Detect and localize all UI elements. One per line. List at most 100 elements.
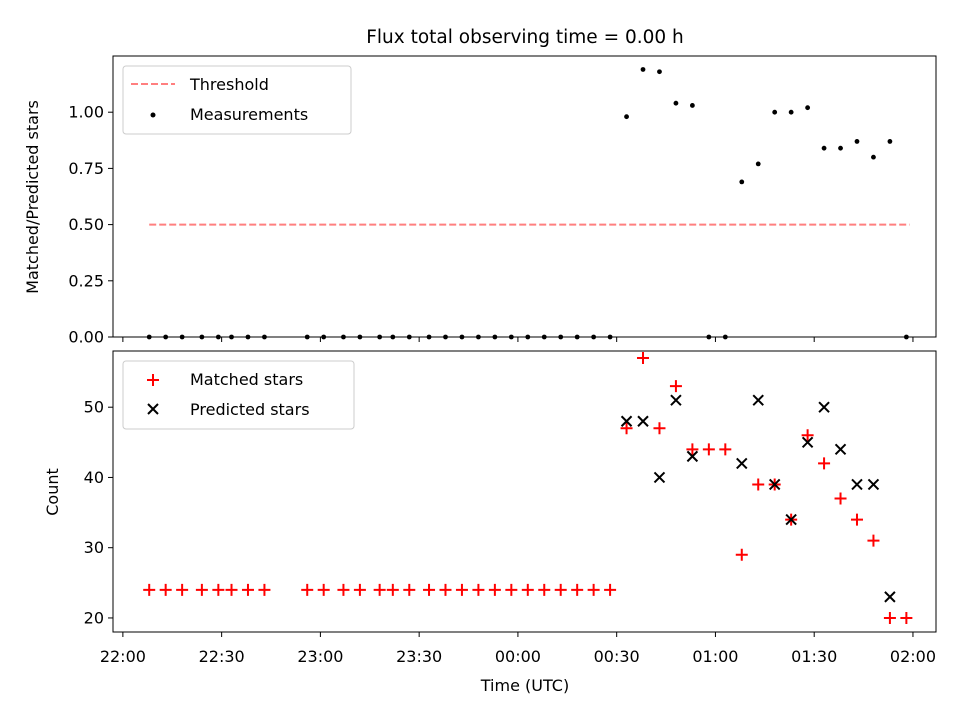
top-panel: 0.00 0.25 0.50 0.75 1.00 Matched/Predicted s… bbox=[23, 55, 937, 347]
bottom-y-tick-label: 40 bbox=[84, 468, 104, 487]
x-tick-label: 01:30 bbox=[791, 647, 837, 666]
top-y-tick-label: 1.00 bbox=[68, 103, 104, 122]
matched-star-point bbox=[867, 534, 880, 547]
measurement-point bbox=[215, 334, 221, 340]
matched-star-point bbox=[258, 583, 271, 596]
bottom-axes: 20 30 40 50 22:00 22:30 23:00 23:30 00:00 00:30 01… bbox=[84, 398, 936, 666]
measurement-point bbox=[476, 334, 481, 340]
measurement-point bbox=[838, 145, 843, 151]
measurement-point bbox=[357, 334, 363, 340]
x-tick-label: 01:00 bbox=[692, 647, 738, 666]
legend-threshold-label: Threshold bbox=[189, 75, 269, 94]
measurement-point bbox=[772, 109, 778, 115]
x-tick-label: 23:00 bbox=[297, 647, 343, 666]
legend-matched-swatch bbox=[147, 374, 159, 386]
measurement-point bbox=[199, 334, 205, 340]
measurement-point bbox=[390, 334, 396, 340]
matched-star-point bbox=[488, 583, 501, 596]
measurement-point bbox=[146, 334, 152, 340]
matched-star-point bbox=[801, 429, 814, 442]
top-y-tick-label: 0.00 bbox=[68, 328, 104, 347]
measurement-point bbox=[689, 103, 695, 108]
matched-star-point bbox=[834, 492, 847, 505]
measurement-point bbox=[377, 334, 383, 340]
matched-star-point bbox=[719, 443, 732, 456]
top-marks bbox=[146, 67, 910, 340]
measurement-point bbox=[558, 334, 564, 340]
measurement-point bbox=[591, 334, 597, 340]
x-tick-label: 02:00 bbox=[890, 647, 936, 666]
bottom-y-tick-label: 20 bbox=[84, 608, 104, 627]
predicted-star-point bbox=[686, 450, 699, 463]
matched-star-point bbox=[423, 583, 436, 596]
matched-star-point bbox=[386, 583, 399, 596]
x-tick-label: 22:00 bbox=[100, 647, 146, 666]
measurement-point bbox=[755, 161, 761, 167]
top-y-tick-label: 0.50 bbox=[68, 215, 104, 234]
matched-star-point bbox=[521, 583, 534, 596]
matched-star-point bbox=[620, 422, 633, 435]
predicted-star-point bbox=[884, 591, 896, 603]
matched-star-point bbox=[212, 583, 225, 596]
predicted-star-point bbox=[653, 471, 666, 484]
matched-star-point bbox=[686, 443, 699, 456]
top-legend: Threshold Measurements bbox=[122, 65, 352, 135]
measurement-point bbox=[871, 154, 876, 160]
measurement-point bbox=[624, 114, 629, 120]
matched-star-point bbox=[653, 422, 666, 435]
matched-star-point bbox=[604, 583, 617, 596]
predicted-star-point bbox=[752, 394, 764, 406]
measurement-point bbox=[607, 334, 613, 340]
matched-star-point bbox=[225, 583, 238, 596]
measurement-point bbox=[163, 334, 169, 340]
matched-star-point bbox=[587, 583, 600, 596]
matched-star-point bbox=[702, 443, 715, 456]
measurement-point bbox=[262, 334, 267, 340]
predicted-star-point bbox=[818, 401, 830, 413]
matched-star-point bbox=[439, 583, 452, 596]
measurement-point bbox=[574, 334, 580, 340]
predicted-star-point bbox=[768, 478, 781, 491]
measurement-point bbox=[245, 334, 251, 340]
measurement-point bbox=[406, 334, 412, 340]
measurement-point bbox=[229, 334, 234, 340]
matched-star-point bbox=[353, 583, 366, 596]
measurement-point bbox=[541, 334, 547, 340]
legend-predicted-label: Predicted stars bbox=[190, 400, 310, 419]
x-tick-label: 23:30 bbox=[396, 647, 442, 666]
matched-star-point bbox=[241, 583, 254, 596]
top-legend-box bbox=[122, 65, 352, 135]
matched-star-point bbox=[850, 513, 863, 526]
measurement-point bbox=[459, 334, 465, 340]
predicted-star-point bbox=[801, 436, 814, 449]
measurement-point bbox=[903, 334, 909, 340]
predicted-star-point bbox=[785, 513, 797, 526]
top-axes: 0.00 0.25 0.50 0.75 1.00 bbox=[68, 103, 914, 347]
matched-star-point bbox=[900, 611, 913, 624]
bottom-legend: Matched stars Predicted stars bbox=[122, 360, 355, 430]
matched-star-point bbox=[818, 457, 831, 470]
bottom-panel: 20 30 40 50 22:00 22:30 23:00 23:30 00:00 00:30 01… bbox=[43, 350, 937, 695]
matched-star-point bbox=[538, 583, 551, 596]
measurement-point bbox=[426, 334, 432, 340]
bottom-legend-box bbox=[122, 360, 355, 430]
measurement-point bbox=[788, 109, 794, 115]
measurement-point bbox=[805, 105, 811, 111]
matched-star-point bbox=[554, 583, 567, 596]
measurement-point bbox=[321, 334, 327, 340]
matched-star-point bbox=[195, 583, 208, 596]
top-y-axis-label: Matched/Predicted stars bbox=[23, 100, 42, 294]
predicted-star-point bbox=[620, 415, 633, 427]
matched-star-point bbox=[301, 583, 314, 596]
predicted-star-point bbox=[670, 394, 682, 406]
bottom-y-tick-label: 30 bbox=[84, 538, 104, 557]
top-y-tick-label: 0.75 bbox=[68, 159, 104, 178]
legend-measurements-label: Measurements bbox=[190, 105, 308, 124]
predicted-star-point bbox=[851, 478, 863, 491]
matched-star-point bbox=[752, 478, 765, 491]
measurement-point bbox=[179, 334, 185, 340]
matched-star-point bbox=[669, 380, 682, 393]
matched-star-point bbox=[143, 583, 156, 596]
